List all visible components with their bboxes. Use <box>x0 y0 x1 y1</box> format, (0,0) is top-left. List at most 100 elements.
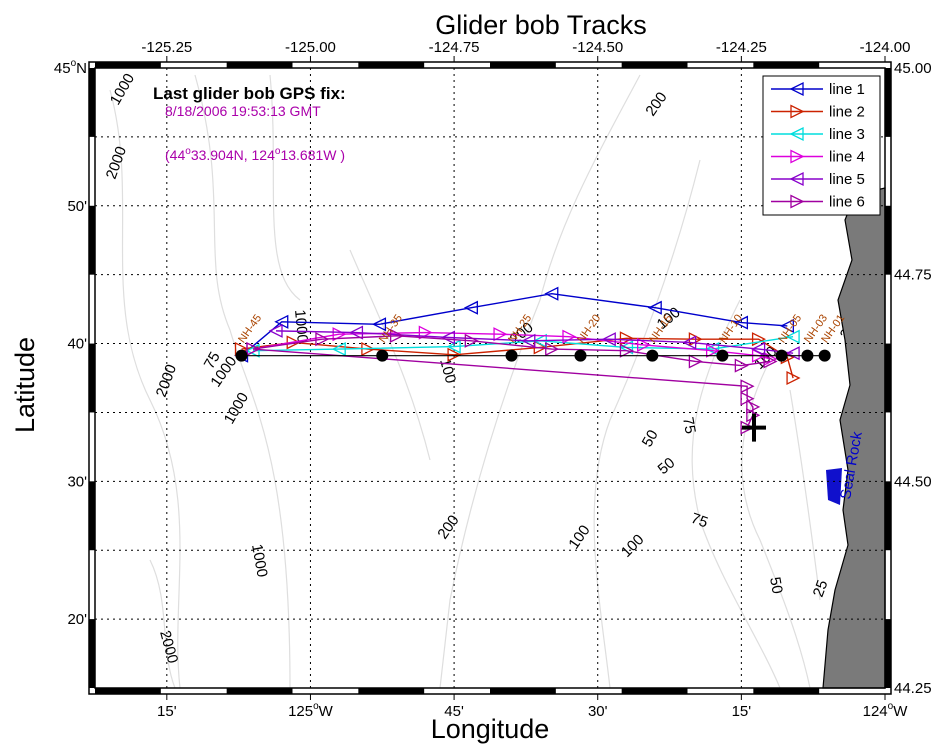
contour-line <box>109 89 181 689</box>
legend-box <box>762 75 881 216</box>
series-6-point <box>688 354 703 369</box>
series-3-point <box>705 342 720 357</box>
series-6-point <box>389 328 405 343</box>
top-tick-label: -125.00 <box>285 39 336 56</box>
station-dot <box>801 349 814 362</box>
series-5-point <box>440 330 455 345</box>
legend-label: line 3 <box>829 126 865 143</box>
contour-label: 75 <box>689 510 710 532</box>
last-fix-annotation: Last glider bob GPS fix: 8/18/2006 19:53… <box>153 84 767 442</box>
legend-swatch-marker <box>789 81 804 97</box>
contour-line <box>789 389 821 601</box>
left-tick-label: 50' <box>67 198 87 215</box>
frame-segment <box>753 688 820 694</box>
top-tick-label: -124.00 <box>860 39 911 56</box>
annotation-time: 8/18/2006 19:53:13 GMT <box>165 103 321 119</box>
contour-label: 50 <box>639 427 662 450</box>
legend-label: line 4 <box>829 149 865 166</box>
glider-tracks <box>234 286 801 435</box>
series-4-point <box>493 327 508 342</box>
series-1-point <box>544 286 559 301</box>
contour-line <box>741 359 811 689</box>
legend-label: line 1 <box>829 81 865 98</box>
series-2-point <box>447 347 462 362</box>
series-5-point <box>682 335 697 350</box>
annotation-lat-deg: 44 <box>170 147 186 163</box>
series-2-point <box>786 370 801 386</box>
axis-ticks: -125.25 -125.00 -124.75 -124.50 -124.25 -124.… <box>54 39 932 720</box>
bottom-tick-label: 15' <box>157 703 177 720</box>
contour-label: 1000 <box>248 543 271 579</box>
right-tick-label: 45.00 <box>894 60 932 77</box>
series-6-point <box>545 342 560 357</box>
frame-segment <box>95 62 161 68</box>
series-1-point <box>779 318 794 333</box>
legend-swatch-marker <box>790 104 805 119</box>
frame-segment <box>89 343 95 413</box>
series-5-point <box>348 325 364 340</box>
land-area <box>822 187 886 689</box>
annotation-degree-symbol-2: o <box>275 146 281 157</box>
series-6-point <box>734 358 749 373</box>
contour-label: 1000 <box>291 309 311 344</box>
legend-swatch-marker <box>790 149 805 164</box>
station-dot <box>505 349 518 362</box>
frame-segment <box>89 68 95 137</box>
station-dot <box>376 349 389 362</box>
frame-segment <box>885 343 891 413</box>
bottom-tick-label: 124oW <box>863 701 909 720</box>
frame-segment <box>89 619 95 688</box>
series-6-point <box>619 343 634 358</box>
frame-segment <box>95 688 161 694</box>
station-dot <box>646 349 659 362</box>
top-tick-label: -125.25 <box>141 39 192 56</box>
right-tick-label: 44.25 <box>894 680 932 697</box>
legend-label: line 6 <box>829 194 865 211</box>
series-6-point <box>246 342 261 357</box>
frame-segment <box>885 619 891 688</box>
series-3-point <box>245 343 260 358</box>
series-6-point <box>746 399 761 414</box>
left-tick-label: 45oN <box>54 58 87 77</box>
annotation-lat-min: 33.904N, 124 <box>191 147 275 163</box>
series-1-point <box>463 300 478 315</box>
frame-segment <box>226 62 293 68</box>
frame-segment <box>885 481 891 551</box>
left-tick-label: 20' <box>67 611 87 628</box>
legend-swatch-marker <box>789 126 804 142</box>
annotation-lon-min: 13.681W ) <box>280 147 345 163</box>
series-line-5 <box>275 330 794 354</box>
series-5-point <box>751 342 766 357</box>
x-axis-label: Longitude <box>431 714 550 744</box>
annotation-heading: Last glider bob GPS fix: <box>153 84 346 103</box>
contour-label: 50 <box>766 576 786 595</box>
series-6-point <box>763 354 778 369</box>
chart-title: Glider bob Tracks <box>435 10 647 40</box>
bottom-tick-label: 30' <box>588 703 608 720</box>
legend-swatch-marker <box>789 171 804 187</box>
frame-segment <box>490 62 556 68</box>
legend-label: line 5 <box>829 171 865 188</box>
frame-segment <box>226 688 293 694</box>
series-4-point <box>418 325 433 340</box>
top-tick-label: -124.25 <box>716 39 767 56</box>
series-1-point <box>371 317 387 332</box>
contour-label: 75 <box>201 349 224 372</box>
right-tick-label: 44.75 <box>894 267 932 284</box>
top-tick-label: -124.50 <box>572 39 623 56</box>
series-6-point <box>315 332 330 347</box>
left-tick-label: 40' <box>67 336 87 353</box>
station-dot <box>775 349 788 362</box>
station-dot <box>716 349 729 362</box>
left-tick-label: 30' <box>67 473 87 490</box>
bottom-tick-label: 45' <box>444 703 464 720</box>
station-dot <box>818 349 831 362</box>
legend-label: line 2 <box>829 104 865 121</box>
series-1-point <box>647 300 662 315</box>
top-tick-label: -124.75 <box>429 39 480 56</box>
series-5-point <box>268 323 283 338</box>
contour-line <box>194 74 291 689</box>
station-dot <box>235 349 248 362</box>
y-axis-label: Latitude <box>10 337 40 433</box>
